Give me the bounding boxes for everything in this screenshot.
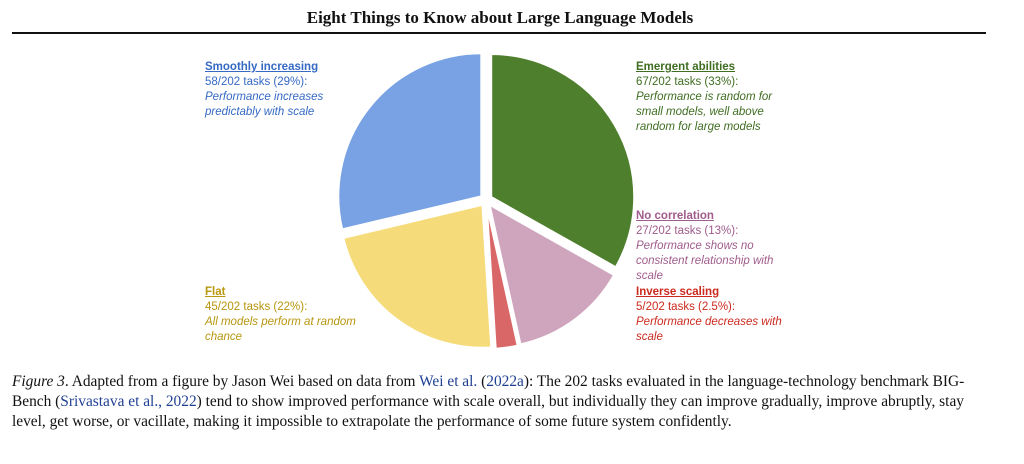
label-smoothly-increasing: Smoothly increasing 58/202 tasks (29%): … [205, 60, 323, 120]
label-smoothly-increasing-count: 58/202 tasks (29%): [205, 76, 308, 88]
caption-link-srivastava[interactable]: Srivastava et al., 2022 [60, 393, 197, 410]
page-title: Eight Things to Know about Large Languag… [306, 8, 694, 27]
label-inverse-scaling-desc-2: scale [636, 331, 663, 343]
caption-text-4: ) tend to show improved performance with… [12, 393, 964, 430]
caption-text-2: ( [477, 373, 487, 390]
label-emergent-abilities-desc-3: random for large models [636, 121, 761, 133]
label-smoothly-increasing-desc-2: predictably with scale [205, 106, 315, 118]
caption-text-3: ): The 202 tasks evaluated in the langua… [12, 373, 965, 410]
label-no-correlation-desc-2: consistent relationship with [636, 255, 774, 267]
title-rule [12, 32, 986, 34]
label-no-correlation-desc-1: Performance shows no [636, 240, 754, 252]
label-inverse-scaling-count: 5/202 tasks (2.5%): [636, 301, 736, 313]
figure-caption: Figure 3. Adapted from a figure by Jason… [12, 372, 997, 432]
pie-slice-emergent [490, 52, 636, 269]
label-smoothly-increasing-title: Smoothly increasing [205, 61, 319, 73]
pie-slice-smooth [337, 52, 483, 231]
label-emergent-abilities-desc-2: small models, well above [636, 106, 764, 118]
caption-link-wei-et-al[interactable]: Wei et al. [419, 373, 478, 390]
pie-slice-inverse [485, 205, 519, 350]
pie-chart [337, 52, 636, 350]
label-emergent-abilities-desc-1: Performance is random for [636, 91, 773, 103]
label-flat: Flat 45/202 tasks (22%): All models perf… [205, 285, 356, 345]
caption-text-1: . Adapted from a figure by Jason Wei bas… [64, 373, 420, 390]
label-no-correlation-title: No correlation [636, 210, 714, 222]
label-flat-desc-1: All models perform at random [205, 316, 356, 328]
caption-link-2022a[interactable]: 2022a [486, 373, 524, 390]
label-flat-desc-2: chance [205, 331, 243, 343]
label-flat-title: Flat [205, 286, 226, 298]
caption-figure-label: Figure 3 [12, 373, 65, 390]
label-inverse-scaling-desc-1: Performance decreases with [636, 316, 782, 328]
label-flat-count: 45/202 tasks (22%): [205, 301, 308, 313]
pie-slice-flat [342, 203, 493, 349]
label-smoothly-increasing-desc-1: Performance increases [205, 91, 324, 103]
label-inverse-scaling-title: Inverse scaling [636, 286, 720, 298]
pie-slice-nocorr [488, 202, 616, 346]
label-no-correlation-count: 27/202 tasks (13%): [636, 225, 739, 237]
label-inverse-scaling: Inverse scaling 5/202 tasks (2.5%): Perf… [636, 285, 782, 345]
label-no-correlation-desc-3: scale [636, 270, 663, 282]
label-no-correlation: No correlation 27/202 tasks (13%): Perfo… [636, 209, 773, 284]
label-emergent-abilities-title: Emergent abilities [636, 61, 736, 73]
label-emergent-abilities: Emergent abilities 67/202 tasks (33%): P… [636, 60, 772, 135]
label-emergent-abilities-count: 67/202 tasks (33%): [636, 76, 739, 88]
